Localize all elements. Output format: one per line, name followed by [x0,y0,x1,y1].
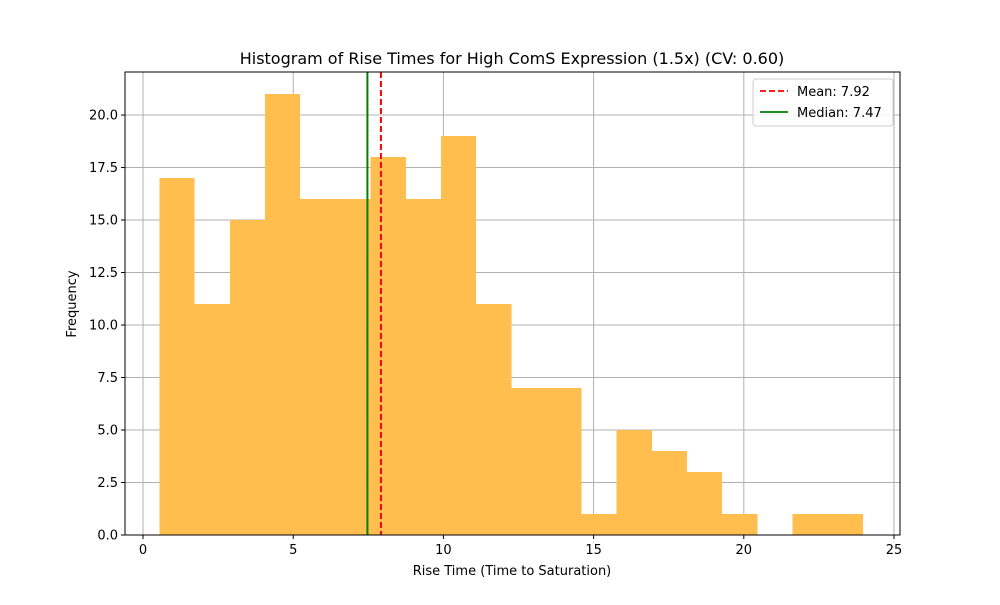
histogram-bar-7 [405,199,442,535]
bars-layer [159,94,863,536]
histogram-bar-4 [300,199,336,535]
legend-mean-label: Mean: 7.92 [797,85,870,100]
x-tick-label-5: 25 [886,543,903,558]
histogram-bar-1 [194,304,230,535]
legend-median-label: Median: 7.47 [797,106,882,121]
histogram-bar-2 [229,220,265,536]
y-tick-label-1: 2.5 [97,476,118,491]
histogram-bar-6 [370,157,406,535]
reference-lines-layer [366,72,382,535]
plot-frame [124,71,901,536]
histogram-bar-12 [581,514,617,535]
y-tick-label-3: 7.5 [97,371,118,386]
y-tick-label-5: 12.5 [89,266,118,281]
x-axis-label: Rise Time (Time to Saturation) [413,564,612,579]
x-tick-label-2: 10 [435,543,452,558]
histogram-bar-9 [476,304,512,535]
y-tick-label-0: 0.0 [97,529,118,544]
histogram-bar-13 [616,430,652,535]
chart-title: Histogram of Rise Times for High ComS Ex… [240,49,785,68]
y-tick-label-4: 10.0 [89,319,118,334]
legend: Mean: 7.92 Median: 7.47 [752,78,894,127]
histogram-bar-5 [335,199,371,535]
x-tick-label-0: 0 [139,543,147,558]
y-tick-label-6: 15.0 [89,214,118,229]
histogram-bar-8 [441,136,477,535]
histogram-bar-3 [264,94,301,536]
x-tick-label-4: 20 [736,543,753,558]
histogram-bar-18 [792,514,828,535]
histogram-bar-10 [511,388,547,535]
y-tick-label-2: 5.0 [97,424,118,439]
histogram-bar-19 [827,514,863,535]
y-tick-label-7: 17.5 [89,161,118,176]
x-tick-label-1: 5 [289,543,297,558]
histogram-bar-16 [722,514,758,535]
histogram-bar-14 [651,451,688,535]
ticks-layer: 0 5 10 15 20 25 0.0 2.5 5.0 7.5 10.0 12.5 15.0 17.5 20… [89,109,902,558]
y-axis-label: Frequency [65,270,80,337]
x-tick-label-3: 15 [585,543,602,558]
y-tick-label-8: 20.0 [89,109,118,124]
histogram-bar-0 [159,178,195,535]
histogram-bar-15 [687,472,723,535]
histogram-bar-11 [546,388,582,535]
